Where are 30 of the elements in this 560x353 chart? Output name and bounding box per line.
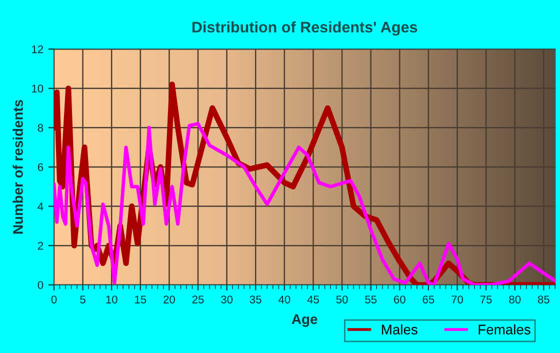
x-tick-label: 20 [164,296,175,304]
y-axis-title: Number of residents [12,100,23,234]
x-tick-label: 80 [509,296,521,304]
x-tick-label: 10 [106,296,118,304]
legend-label: Females [478,324,530,334]
x-tick-label: 45 [307,296,319,304]
x-tick-label: 65 [422,296,434,304]
x-tick-label: 50 [336,296,348,304]
x-tick-label: 70 [452,296,463,304]
x-tick-label: 35 [250,296,262,304]
x-tick-label: 60 [394,296,406,304]
y-tick-label: 8 [38,124,44,132]
x-axis-title: Age [292,314,318,327]
x-tick-label: 25 [192,296,204,304]
chart-title: Distribution of Residents' Ages [192,21,418,36]
x-tick-label: 5 [80,296,86,304]
x-tick-label: 75 [480,296,492,304]
x-tick-label: 55 [365,296,377,304]
y-tick-label: 12 [32,45,44,54]
x-tick-label: 85 [538,296,550,304]
legend-label: Males [382,324,418,334]
x-tick-label: 30 [221,296,233,304]
x-tick-label: 0 [51,296,57,304]
x-tick-label: 40 [278,296,290,304]
y-tick-label: 2 [38,242,44,250]
x-tick-label: 15 [135,296,146,304]
y-tick-label: 0 [38,281,44,290]
y-tick-label: 6 [38,163,44,172]
y-tick-label: 4 [38,202,44,210]
y-tick-label: 10 [32,84,44,93]
